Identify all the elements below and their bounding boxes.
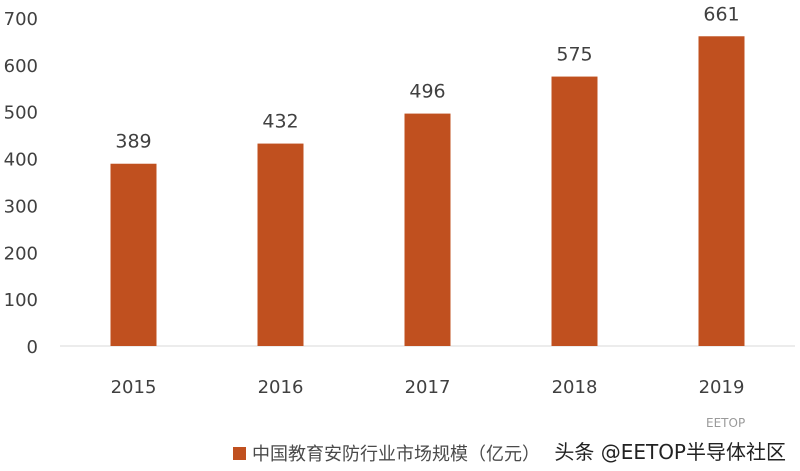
bar-2015 — [110, 163, 157, 346]
x-tick-label-2015: 2015 — [111, 377, 157, 398]
x-tick-label-2016: 2016 — [258, 377, 304, 398]
value-label-2019: 661 — [703, 3, 739, 25]
legend: 中国教育安防行业市场规模（亿元） — [233, 440, 540, 466]
value-label-2017: 496 — [409, 81, 445, 103]
bar-2018 — [551, 76, 598, 347]
y-tick-label: 300 — [4, 196, 38, 217]
x-tick-label-2019: 2019 — [699, 377, 745, 398]
bar-2019 — [698, 36, 745, 346]
y-tick-label: 100 — [4, 290, 38, 311]
bar-2017 — [404, 113, 451, 347]
value-label-2018: 575 — [556, 44, 592, 66]
y-tick-label: 400 — [4, 150, 38, 171]
y-tick-label: 500 — [4, 103, 38, 124]
bar-chart: 0 100 200 300 400 500 600 700 389 432 496 575 661 2… — [4, 3, 795, 398]
y-tick-label: 700 — [4, 9, 38, 30]
y-tick-label: 600 — [4, 56, 38, 77]
value-label-2016: 432 — [262, 111, 298, 133]
bar-2016 — [257, 143, 304, 346]
y-tick-label: 0 — [27, 337, 38, 358]
legend-swatch — [233, 446, 246, 460]
x-tick-label-2017: 2017 — [405, 377, 451, 398]
x-tick-label-2018: 2018 — [552, 377, 598, 398]
watermark-small: EETOP — [706, 416, 746, 430]
legend-label: 中国教育安防行业市场规模（亿元） — [252, 444, 540, 465]
watermark: 头条 @EETOP半导体社区 — [554, 440, 786, 464]
y-tick-label: 200 — [4, 243, 38, 264]
value-label-2015: 389 — [115, 131, 151, 153]
